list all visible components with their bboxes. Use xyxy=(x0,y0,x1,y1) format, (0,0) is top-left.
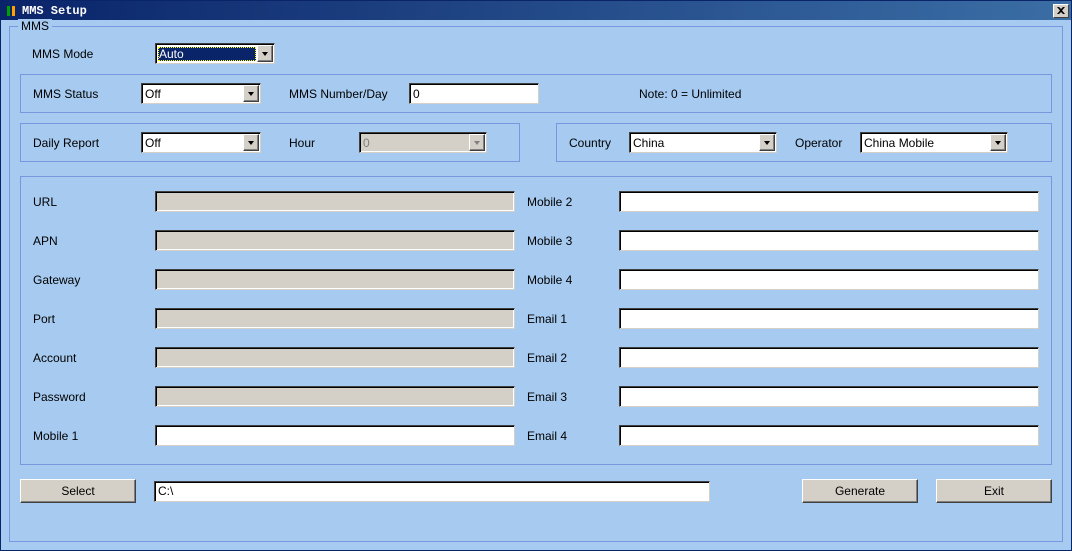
hour-value: 0 xyxy=(360,136,468,150)
country-operator-panel: Country China Operator China Mobile xyxy=(556,123,1052,162)
email1-input[interactable] xyxy=(619,308,1039,329)
operator-value: China Mobile xyxy=(861,136,989,150)
mms-mode-select[interactable]: Auto xyxy=(155,43,275,64)
mms-mode-row: MMS Mode Auto xyxy=(32,43,1052,64)
bottom-row: Select Generate Exit xyxy=(20,479,1052,503)
mobile3-input[interactable] xyxy=(619,230,1039,251)
mms-number-day-input[interactable] xyxy=(409,83,539,104)
daily-report-select[interactable]: Off xyxy=(141,132,261,153)
group-title: MMS xyxy=(18,19,52,33)
mobile1-input[interactable] xyxy=(155,425,515,446)
mms-group: MMS MMS Mode Auto MMS Status Off MMS Num xyxy=(9,26,1063,542)
daily-country-row: Daily Report Off Hour 0 Co xyxy=(20,123,1052,162)
email3-input[interactable] xyxy=(619,386,1039,407)
email1-label: Email 1 xyxy=(527,312,607,326)
gateway-label: Gateway xyxy=(33,273,143,287)
chevron-down-icon[interactable] xyxy=(243,134,259,151)
mms-status-label: MMS Status xyxy=(33,87,141,101)
account-label: Account xyxy=(33,351,143,365)
apn-input xyxy=(155,230,515,251)
mms-number-day-label: MMS Number/Day xyxy=(289,87,409,101)
daily-report-value: Off xyxy=(142,136,242,150)
mobile2-label: Mobile 2 xyxy=(527,195,607,209)
app-window: MMS Setup MMS MMS Mode Auto MMS Status xyxy=(0,0,1072,551)
titlebar: MMS Setup xyxy=(1,1,1071,20)
url-input xyxy=(155,191,515,212)
country-label: Country xyxy=(569,136,629,150)
note-text: Note: 0 = Unlimited xyxy=(639,87,741,101)
mms-status-select[interactable]: Off xyxy=(141,83,261,104)
mobile1-label: Mobile 1 xyxy=(33,429,143,443)
exit-button-label: Exit xyxy=(984,484,1004,498)
select-button-label: Select xyxy=(61,484,94,498)
hour-select: 0 xyxy=(359,132,487,153)
daily-report-panel: Daily Report Off Hour 0 xyxy=(20,123,520,162)
mobile4-label: Mobile 4 xyxy=(527,273,607,287)
email3-label: Email 3 xyxy=(527,390,607,404)
email4-input[interactable] xyxy=(619,425,1039,446)
chevron-down-icon[interactable] xyxy=(990,134,1006,151)
chevron-down-icon[interactable] xyxy=(759,134,775,151)
operator-label: Operator xyxy=(795,136,860,150)
url-label: URL xyxy=(33,195,143,209)
mobile3-label: Mobile 3 xyxy=(527,234,607,248)
status-panel: MMS Status Off MMS Number/Day Note: 0 = … xyxy=(20,74,1052,113)
mobile4-input[interactable] xyxy=(619,269,1039,290)
close-icon[interactable] xyxy=(1053,4,1069,18)
account-input xyxy=(155,347,515,368)
chevron-down-icon[interactable] xyxy=(257,45,273,62)
client-area: MMS MMS Mode Auto MMS Status Off MMS Num xyxy=(1,20,1071,550)
generate-button[interactable]: Generate xyxy=(802,479,918,503)
operator-select[interactable]: China Mobile xyxy=(860,132,1008,153)
select-button[interactable]: Select xyxy=(20,479,136,503)
password-input xyxy=(155,386,515,407)
mms-mode-value: Auto xyxy=(158,47,256,61)
port-input xyxy=(155,308,515,329)
chevron-down-icon[interactable] xyxy=(243,85,259,102)
port-label: Port xyxy=(33,312,143,326)
window-title: MMS Setup xyxy=(22,4,87,18)
generate-button-label: Generate xyxy=(835,484,885,498)
email4-label: Email 4 xyxy=(527,429,607,443)
gateway-input xyxy=(155,269,515,290)
details-panel: URL Mobile 2 APN Mobile 3 Gateway Mobile… xyxy=(20,176,1052,465)
email2-label: Email 2 xyxy=(527,351,607,365)
country-value: China xyxy=(630,136,758,150)
password-label: Password xyxy=(33,390,143,404)
exit-button[interactable]: Exit xyxy=(936,479,1052,503)
country-select[interactable]: China xyxy=(629,132,777,153)
chevron-down-icon xyxy=(469,134,485,151)
hour-label: Hour xyxy=(289,136,359,150)
mms-mode-label: MMS Mode xyxy=(32,47,155,61)
mms-status-value: Off xyxy=(142,87,242,101)
app-icon xyxy=(3,3,19,19)
path-input[interactable] xyxy=(154,481,710,502)
apn-label: APN xyxy=(33,234,143,248)
mobile2-input[interactable] xyxy=(619,191,1039,212)
email2-input[interactable] xyxy=(619,347,1039,368)
daily-report-label: Daily Report xyxy=(33,136,141,150)
details-grid: URL Mobile 2 APN Mobile 3 Gateway Mobile… xyxy=(33,191,1039,446)
